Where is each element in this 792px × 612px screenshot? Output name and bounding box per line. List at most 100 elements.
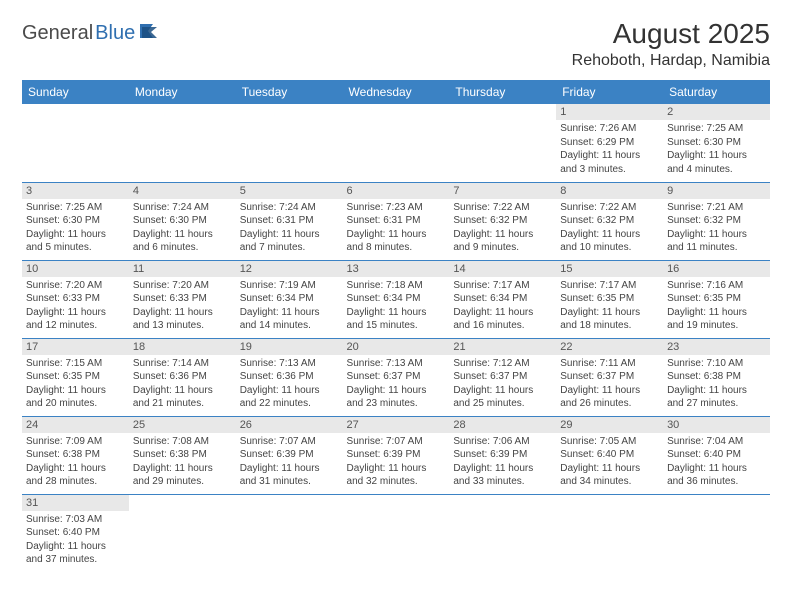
day-number: 12 [236,261,343,277]
day-number: 3 [22,183,129,199]
day-details: Sunrise: 7:22 AMSunset: 6:32 PMDaylight:… [449,199,556,257]
calendar-cell [663,494,770,572]
calendar-cell [449,494,556,572]
day-details: Sunrise: 7:07 AMSunset: 6:39 PMDaylight:… [343,433,450,491]
weekday-header: Saturday [663,80,770,104]
calendar-cell: 29Sunrise: 7:05 AMSunset: 6:40 PMDayligh… [556,416,663,494]
weekday-header: Wednesday [343,80,450,104]
calendar-cell: 30Sunrise: 7:04 AMSunset: 6:40 PMDayligh… [663,416,770,494]
day-number: 25 [129,417,236,433]
day-details: Sunrise: 7:13 AMSunset: 6:37 PMDaylight:… [343,355,450,413]
day-details: Sunrise: 7:05 AMSunset: 6:40 PMDaylight:… [556,433,663,491]
calendar-cell: 25Sunrise: 7:08 AMSunset: 6:38 PMDayligh… [129,416,236,494]
day-number: 13 [343,261,450,277]
day-details: Sunrise: 7:23 AMSunset: 6:31 PMDaylight:… [343,199,450,257]
day-details: Sunrise: 7:08 AMSunset: 6:38 PMDaylight:… [129,433,236,491]
day-number: 5 [236,183,343,199]
day-details: Sunrise: 7:16 AMSunset: 6:35 PMDaylight:… [663,277,770,335]
calendar-cell: 10Sunrise: 7:20 AMSunset: 6:33 PMDayligh… [22,260,129,338]
calendar-row: 24Sunrise: 7:09 AMSunset: 6:38 PMDayligh… [22,416,770,494]
day-details: Sunrise: 7:24 AMSunset: 6:30 PMDaylight:… [129,199,236,257]
day-number: 26 [236,417,343,433]
day-details: Sunrise: 7:12 AMSunset: 6:37 PMDaylight:… [449,355,556,413]
weekday-row: SundayMondayTuesdayWednesdayThursdayFrid… [22,80,770,104]
day-number: 14 [449,261,556,277]
day-details: Sunrise: 7:25 AMSunset: 6:30 PMDaylight:… [663,120,770,178]
day-number: 18 [129,339,236,355]
calendar-cell [22,104,129,182]
day-number: 16 [663,261,770,277]
calendar-cell: 7Sunrise: 7:22 AMSunset: 6:32 PMDaylight… [449,182,556,260]
day-details: Sunrise: 7:06 AMSunset: 6:39 PMDaylight:… [449,433,556,491]
weekday-header: Friday [556,80,663,104]
day-number: 27 [343,417,450,433]
weekday-header: Tuesday [236,80,343,104]
day-details: Sunrise: 7:07 AMSunset: 6:39 PMDaylight:… [236,433,343,491]
day-details: Sunrise: 7:20 AMSunset: 6:33 PMDaylight:… [129,277,236,335]
calendar-cell: 23Sunrise: 7:10 AMSunset: 6:38 PMDayligh… [663,338,770,416]
day-number: 21 [449,339,556,355]
calendar-cell: 12Sunrise: 7:19 AMSunset: 6:34 PMDayligh… [236,260,343,338]
page-header: GeneralBlue August 2025 Rehoboth, Hardap… [22,18,770,70]
calendar-cell [449,104,556,182]
title-block: August 2025 Rehoboth, Hardap, Namibia [572,18,770,70]
day-number: 2 [663,104,770,120]
day-details: Sunrise: 7:17 AMSunset: 6:34 PMDaylight:… [449,277,556,335]
day-details: Sunrise: 7:20 AMSunset: 6:33 PMDaylight:… [22,277,129,335]
weekday-header: Thursday [449,80,556,104]
day-details: Sunrise: 7:11 AMSunset: 6:37 PMDaylight:… [556,355,663,413]
calendar-cell: 8Sunrise: 7:22 AMSunset: 6:32 PMDaylight… [556,182,663,260]
calendar-page: GeneralBlue August 2025 Rehoboth, Hardap… [0,0,792,590]
day-details: Sunrise: 7:04 AMSunset: 6:40 PMDaylight:… [663,433,770,491]
calendar-cell: 28Sunrise: 7:06 AMSunset: 6:39 PMDayligh… [449,416,556,494]
day-number: 28 [449,417,556,433]
day-details: Sunrise: 7:22 AMSunset: 6:32 PMDaylight:… [556,199,663,257]
day-details: Sunrise: 7:26 AMSunset: 6:29 PMDaylight:… [556,120,663,178]
calendar-cell: 20Sunrise: 7:13 AMSunset: 6:37 PMDayligh… [343,338,450,416]
day-number: 29 [556,417,663,433]
day-details: Sunrise: 7:14 AMSunset: 6:36 PMDaylight:… [129,355,236,413]
calendar-row: 3Sunrise: 7:25 AMSunset: 6:30 PMDaylight… [22,182,770,260]
day-number: 4 [129,183,236,199]
day-number: 19 [236,339,343,355]
day-details: Sunrise: 7:25 AMSunset: 6:30 PMDaylight:… [22,199,129,257]
calendar-cell [129,494,236,572]
day-details: Sunrise: 7:21 AMSunset: 6:32 PMDaylight:… [663,199,770,257]
calendar-cell: 13Sunrise: 7:18 AMSunset: 6:34 PMDayligh… [343,260,450,338]
calendar-cell: 4Sunrise: 7:24 AMSunset: 6:30 PMDaylight… [129,182,236,260]
day-details: Sunrise: 7:15 AMSunset: 6:35 PMDaylight:… [22,355,129,413]
calendar-row: 1Sunrise: 7:26 AMSunset: 6:29 PMDaylight… [22,104,770,182]
calendar-cell [129,104,236,182]
day-details: Sunrise: 7:18 AMSunset: 6:34 PMDaylight:… [343,277,450,335]
day-details: Sunrise: 7:24 AMSunset: 6:31 PMDaylight:… [236,199,343,257]
calendar-cell: 2Sunrise: 7:25 AMSunset: 6:30 PMDaylight… [663,104,770,182]
logo: GeneralBlue [22,18,161,45]
calendar-cell [343,494,450,572]
calendar-cell: 22Sunrise: 7:11 AMSunset: 6:37 PMDayligh… [556,338,663,416]
day-number: 22 [556,339,663,355]
calendar-cell: 24Sunrise: 7:09 AMSunset: 6:38 PMDayligh… [22,416,129,494]
calendar-row: 17Sunrise: 7:15 AMSunset: 6:35 PMDayligh… [22,338,770,416]
calendar-cell: 3Sunrise: 7:25 AMSunset: 6:30 PMDaylight… [22,182,129,260]
calendar-table: SundayMondayTuesdayWednesdayThursdayFrid… [22,80,770,572]
weekday-header: Monday [129,80,236,104]
day-number: 23 [663,339,770,355]
day-details: Sunrise: 7:19 AMSunset: 6:34 PMDaylight:… [236,277,343,335]
day-number: 7 [449,183,556,199]
weekday-header: Sunday [22,80,129,104]
day-number: 30 [663,417,770,433]
day-number: 10 [22,261,129,277]
logo-text-blue: Blue [95,22,135,45]
day-number: 9 [663,183,770,199]
location-text: Rehoboth, Hardap, Namibia [572,52,770,70]
calendar-cell: 26Sunrise: 7:07 AMSunset: 6:39 PMDayligh… [236,416,343,494]
calendar-cell: 9Sunrise: 7:21 AMSunset: 6:32 PMDaylight… [663,182,770,260]
flag-icon [139,22,161,45]
day-number: 15 [556,261,663,277]
calendar-cell: 18Sunrise: 7:14 AMSunset: 6:36 PMDayligh… [129,338,236,416]
day-details: Sunrise: 7:09 AMSunset: 6:38 PMDaylight:… [22,433,129,491]
calendar-row: 31Sunrise: 7:03 AMSunset: 6:40 PMDayligh… [22,494,770,572]
calendar-cell: 31Sunrise: 7:03 AMSunset: 6:40 PMDayligh… [22,494,129,572]
calendar-cell: 15Sunrise: 7:17 AMSunset: 6:35 PMDayligh… [556,260,663,338]
day-number: 1 [556,104,663,120]
